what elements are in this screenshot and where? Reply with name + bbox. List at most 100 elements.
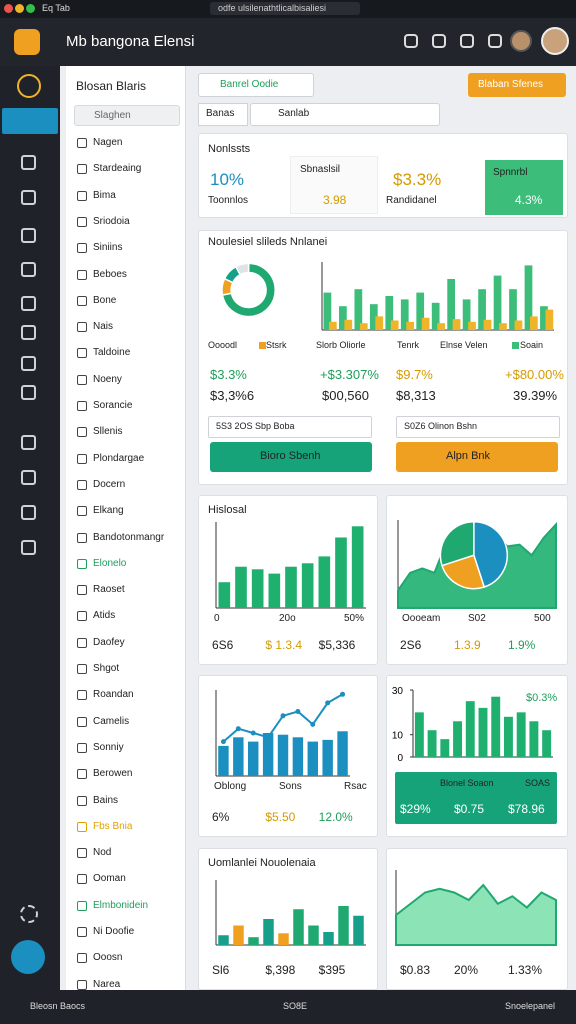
nav-icon[interactable] bbox=[21, 435, 36, 450]
nav-settings[interactable] bbox=[20, 905, 38, 923]
input-text: S0Z6 Olinon Bshn bbox=[404, 421, 478, 431]
input[interactable] bbox=[396, 416, 560, 438]
nav-icon[interactable] bbox=[21, 356, 36, 371]
card-stat: $395 bbox=[318, 963, 346, 977]
sidebar-item[interactable]: Fbs Bnia bbox=[93, 820, 133, 832]
window-button[interactable] bbox=[26, 4, 35, 13]
search-field[interactable] bbox=[250, 103, 440, 126]
card-stat: $29% bbox=[400, 802, 431, 816]
primary-button[interactable] bbox=[468, 73, 566, 97]
bar bbox=[499, 323, 507, 330]
select[interactable] bbox=[198, 73, 314, 97]
sidebar-item[interactable]: Nagen bbox=[93, 137, 123, 148]
sidebar-item[interactable]: Bandotonmangr bbox=[93, 531, 165, 543]
action-button-text: Alpn Bnk bbox=[446, 450, 491, 462]
sidebar-item-icon bbox=[77, 742, 87, 753]
bar bbox=[353, 915, 364, 945]
nav-icon[interactable] bbox=[21, 325, 36, 340]
sidebar-item[interactable]: Narea bbox=[93, 978, 121, 990]
sidebar-item[interactable]: Plondargae bbox=[93, 452, 145, 464]
nav-active[interactable] bbox=[2, 108, 58, 134]
nav-icon[interactable] bbox=[21, 470, 36, 485]
sidebar-search-text: Slaghen bbox=[94, 110, 131, 121]
bar bbox=[292, 737, 304, 776]
sidebar-item[interactable]: Nod bbox=[93, 847, 112, 859]
bar bbox=[375, 316, 384, 330]
sidebar-item[interactable]: Elmbonidein bbox=[93, 899, 149, 911]
bar bbox=[514, 320, 523, 330]
sidebar-item[interactable]: Noeny bbox=[93, 373, 122, 385]
action-button[interactable] bbox=[210, 442, 372, 472]
sidebar-item[interactable]: Ni Doofie bbox=[93, 926, 135, 937]
nav-icon[interactable] bbox=[21, 540, 36, 555]
sidebar-item[interactable]: Raoset bbox=[93, 584, 125, 596]
sidebar-item[interactable]: Sorancie bbox=[93, 400, 133, 411]
sidebar-item[interactable]: Elkang bbox=[93, 505, 124, 517]
sidebar-item[interactable]: Beboes bbox=[93, 268, 127, 280]
sidebar-item[interactable]: Atids bbox=[93, 610, 116, 622]
sidebar-item[interactable]: Sonniy bbox=[93, 741, 124, 753]
sidebar-item[interactable]: Shgot bbox=[93, 663, 120, 674]
sidebar-item[interactable]: Sllenis bbox=[93, 426, 123, 438]
card-banner bbox=[395, 772, 557, 824]
toolbar-icon[interactable] bbox=[404, 34, 418, 48]
kpi-box-label: Sbnaslsil bbox=[300, 164, 341, 175]
x-label: Rsac bbox=[344, 781, 367, 792]
avatar[interactable] bbox=[541, 27, 569, 55]
pie-slice bbox=[441, 554, 486, 590]
sidebar-search[interactable] bbox=[74, 105, 180, 126]
sidebar-item[interactable]: Elonelo bbox=[93, 557, 127, 569]
x-label: 0 bbox=[214, 613, 220, 624]
sidebar-item-icon bbox=[77, 138, 87, 148]
app-logo[interactable] bbox=[14, 29, 40, 55]
sidebar-item[interactable]: Roandan bbox=[93, 689, 134, 701]
sidebar-item[interactable]: Docern bbox=[93, 478, 126, 490]
sidebar-item[interactable]: Bains bbox=[93, 794, 119, 806]
sidebar-item[interactable]: Sriodoia bbox=[93, 215, 130, 227]
toolbar-icon[interactable] bbox=[488, 34, 502, 48]
sidebar-item[interactable]: Stardeaing bbox=[93, 163, 142, 175]
avatar[interactable] bbox=[510, 30, 532, 52]
sidebar-item[interactable]: Taldoine bbox=[93, 347, 131, 359]
bar bbox=[322, 739, 333, 776]
legend-item: Elnse Velen bbox=[440, 340, 488, 350]
kpi-box-value: 3.98 bbox=[323, 193, 347, 207]
sidebar-item-icon bbox=[77, 453, 87, 464]
sidebar-item[interactable]: Daofey bbox=[93, 636, 125, 648]
x-label: 20o bbox=[279, 613, 296, 624]
bar bbox=[335, 537, 347, 608]
window-button[interactable] bbox=[15, 4, 24, 13]
sidebar-item[interactable]: Bone bbox=[93, 294, 117, 306]
sidebar-item-icon bbox=[77, 848, 87, 859]
sidebar-item[interactable]: Ooman bbox=[93, 873, 126, 885]
nav-rail-logo[interactable] bbox=[17, 74, 41, 98]
pie-slice bbox=[439, 521, 475, 567]
bar bbox=[437, 323, 445, 330]
sidebar-item[interactable]: Ooosn bbox=[93, 952, 123, 964]
nav-rail bbox=[0, 66, 60, 990]
nav-icon[interactable] bbox=[21, 155, 36, 170]
input[interactable] bbox=[208, 416, 372, 438]
nav-icon[interactable] bbox=[21, 296, 36, 311]
window-button[interactable] bbox=[4, 4, 13, 13]
nav-icon[interactable] bbox=[21, 228, 36, 243]
tab[interactable] bbox=[198, 103, 248, 126]
nav-icon[interactable] bbox=[21, 262, 36, 277]
nav-icon[interactable] bbox=[21, 190, 36, 205]
toolbar-icon[interactable] bbox=[460, 34, 474, 48]
sidebar-item[interactable]: Siniins bbox=[93, 242, 123, 254]
nav-icon[interactable] bbox=[21, 505, 36, 520]
kpi-main-label: Toonnlos bbox=[208, 195, 249, 206]
toolbar-icon[interactable] bbox=[432, 34, 446, 48]
action-button[interactable] bbox=[396, 442, 558, 472]
sidebar-item-icon bbox=[77, 611, 87, 622]
nav-icon[interactable] bbox=[21, 385, 36, 400]
sidebar-item[interactable]: Camelis bbox=[93, 715, 130, 727]
stat: $3.3% bbox=[210, 367, 247, 382]
sidebar-item[interactable]: Berowen bbox=[93, 768, 133, 780]
stat: $8,313 bbox=[396, 388, 436, 403]
sidebar-item[interactable]: Bima bbox=[93, 189, 116, 201]
sidebar-item[interactable]: Nais bbox=[93, 321, 114, 333]
nav-action[interactable] bbox=[11, 940, 45, 974]
line-marker bbox=[235, 726, 241, 732]
